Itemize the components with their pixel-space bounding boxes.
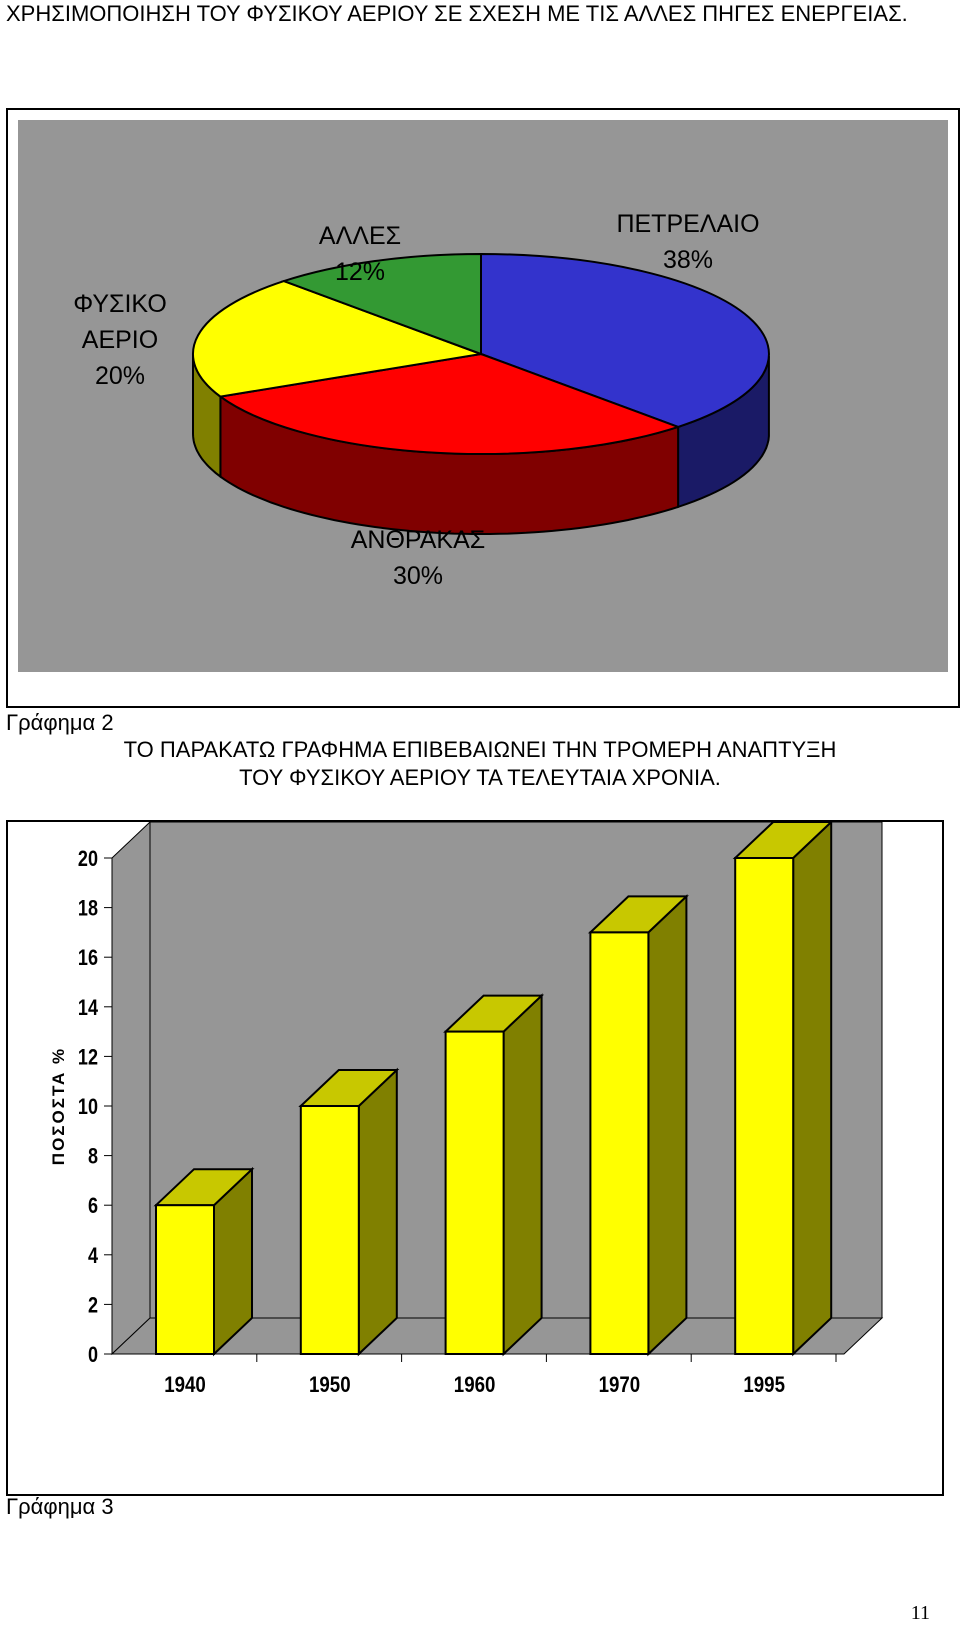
bar-side-1960 [502, 993, 543, 1357]
chart-comment-line-1: ΤΟ ΠΑΡΑΚΑΤΩ ΓΡΑΦΗΜΑ ΕΠΙΒΕΒΑΙΩΝΕΙ ΤΗΝ ΤΡΟ… [123, 737, 837, 762]
bar-chart-frame: 0 2 4 6 8 10 12 14 16 18 20 ΠΟΣΟΣΤΑ % 1940 1950 1960 19… [6, 820, 944, 1496]
y-tick-label-1: 2 [88, 1294, 98, 1318]
y-tick-label-4: 8 [88, 1145, 98, 1169]
pie-labels: ΠΕΤΡΕΛΑΙΟ 38% ΑΝΘΡΑΚΑΣ 30% ΦΥΣΙΚΟ ΑΕΡΙΟ 20% ΑΛΛ… [73, 210, 759, 590]
page-number: 11 [910, 1602, 930, 1624]
bar-side-1995 [792, 822, 833, 1357]
y-tick-label-9: 18 [78, 897, 98, 921]
y-tick-label-3: 6 [88, 1195, 98, 1219]
x-tick-label-1960: 1960 [454, 1374, 496, 1398]
y-tick-label-7: 14 [78, 996, 99, 1020]
y-tick-label-6: 12 [78, 1046, 98, 1070]
x-tick-label-1970: 1970 [599, 1374, 641, 1398]
pie-value-label-0: 38% [663, 246, 713, 274]
pie-value-label-2: 20% [95, 362, 145, 390]
y-tick-label-5: 10 [78, 1095, 98, 1119]
page-heading: ΧΡΗΣΙΜΟΠΟΙΗΣΗ ΤΟΥ ΦΥΣΙΚΟΥ ΑΕΡΙΟΥ ΣΕ ΣΧΕΣ… [6, 1, 908, 26]
bar-side-1950 [357, 1067, 398, 1357]
pie-chart: ΠΕΤΡΕΛΑΙΟ 38% ΑΝΘΡΑΚΑΣ 30% ΦΥΣΙΚΟ ΑΕΡΙΟ 20% ΑΛΛ… [18, 120, 948, 672]
bars: 1940 1950 1960 1970 1995 [153, 822, 837, 1398]
y-tick-label-8: 16 [78, 947, 98, 971]
pie-label-2-line-1: ΑΕΡΙΟ [82, 326, 158, 354]
y-tick-label-10: 20 [78, 847, 98, 871]
bar-1940 [155, 1204, 215, 1356]
pie-chart-frame: ΠΕΤΡΕΛΑΙΟ 38% ΑΝΘΡΑΚΑΣ 30% ΦΥΣΙΚΟ ΑΕΡΙΟ 20% ΑΛΛ… [6, 108, 960, 708]
chart-comment-line-2: ΤΟΥ ΦΥΣΙΚΟΥ ΑΕΡΙΟΥ ΤΑ ΤΕΛΕΥΤΑΙΑ ΧΡΟΝΙΑ. [239, 765, 721, 790]
x-tick-label-1940: 1940 [164, 1374, 206, 1398]
chart-comment: ΤΟ ΠΑΡΑΚΑΤΩ ΓΡΑΦΗΜΑ ΕΠΙΒΕΒΑΙΩΝΕΙ ΤΗΝ ΤΡΟ… [0, 736, 960, 792]
pie-slice-3 [280, 252, 482, 356]
pie-slice-0 [480, 252, 770, 428]
pie-slice-2 [191, 280, 485, 398]
bar-1950 [299, 1105, 360, 1355]
pie-slices [191, 252, 770, 535]
pie-value-label-3: 12% [335, 258, 385, 286]
bar-1995 [734, 857, 795, 1355]
bar-side-1970 [647, 894, 688, 1357]
y-tick-label-2: 4 [88, 1244, 99, 1268]
bar-plot-side-wall [111, 822, 151, 1356]
y-ticks: 0 2 4 6 8 10 12 14 16 18 20 [78, 847, 112, 1367]
pie-value-label-1: 30% [393, 562, 443, 590]
pie-label-1-line-0: ΑΝΘΡΑΚΑΣ [351, 526, 485, 554]
pie-label-2-line-0: ΦΥΣΙΚΟ [73, 290, 167, 318]
bar-1970 [589, 931, 650, 1356]
caption-graph-2: Γράφημα 2 [6, 710, 114, 735]
pie-slice-1 [217, 352, 682, 455]
y-tick-label-0: 0 [88, 1343, 98, 1367]
y-axis-label: ΠΟΣΟΣΤΑ % [49, 1047, 68, 1165]
x-tick-label-1950: 1950 [309, 1374, 351, 1398]
caption-graph-3: Γράφημα 3 [6, 1494, 114, 1519]
pie-label-0-line-0: ΠΕΤΡΕΛΑΙΟ [616, 210, 759, 238]
bar-1960 [444, 1030, 505, 1355]
pie-label-3-line-0: ΑΛΛΕΣ [319, 222, 401, 250]
x-tick-label-1995: 1995 [743, 1374, 785, 1398]
